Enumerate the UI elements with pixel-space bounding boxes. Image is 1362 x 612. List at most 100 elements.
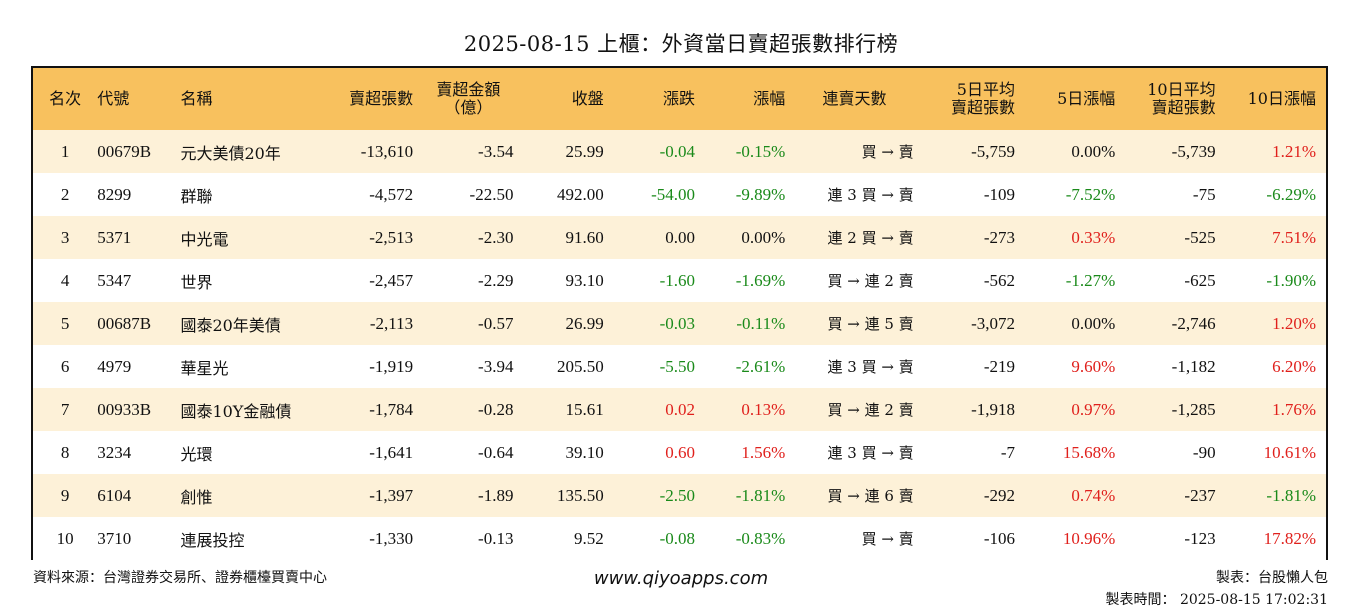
cell-avg10: -90: [1192, 442, 1216, 462]
website-link: www.qiyoapps.com: [593, 568, 769, 589]
cell-chg5: 0.74%: [1071, 485, 1116, 505]
cell-streak: 連 2 買 → 賣: [827, 229, 914, 247]
data-source: 資料來源：台灣證券交易所、證券櫃檯買賣中心: [33, 570, 327, 586]
cell-avg5: -292: [983, 485, 1015, 505]
cell-code: 3234: [97, 442, 132, 462]
cell-name: 中光電: [180, 229, 229, 249]
cell-chg10: -1.90%: [1266, 270, 1316, 290]
cell-change: 0.00: [665, 227, 696, 247]
cell-avg10: -123: [1184, 528, 1216, 548]
cell-chg5: 10.96%: [1062, 528, 1116, 548]
cell-sell-lots: -1,397: [369, 485, 414, 505]
cell-avg5: -562: [983, 270, 1015, 290]
header-change: 漲跌: [663, 89, 696, 108]
cell-change: -2.50: [659, 485, 696, 505]
cell-sell-lots: -1,784: [369, 399, 414, 419]
cell-change-pct: 0.00%: [741, 227, 786, 247]
cell-streak: 買 → 連 2 賣: [827, 272, 914, 290]
table-row: 3 5371 中光電 -2,513 -2.30 91.60 0.00 0.00% 連 2 買 →…: [33, 216, 1326, 259]
header-avg5-line1: 5日平均: [956, 80, 1015, 99]
cell-name: 連展投控: [180, 530, 245, 550]
footer-credits: 製表：台股懶人包 製表時間： 2025-08-15 17:02:31: [1106, 567, 1329, 611]
cell-change-pct: -2.61%: [735, 356, 786, 376]
header-avg5-line2: 賣超張數: [950, 98, 1015, 117]
table-row: 1 00679B 元大美債20年 -13,610 -3.54 25.99 -0.04 -0.1…: [33, 130, 1326, 173]
table-row: 8 3234 光環 -1,641 -0.64 39.10 0.60 1.56% 連 3 買 → …: [33, 431, 1326, 474]
cell-close: 91.60: [565, 227, 604, 247]
cell-avg5: -1,918: [971, 399, 1015, 419]
cell-rank: 1: [60, 141, 70, 161]
cell-avg5: -7: [1000, 442, 1015, 462]
cell-change: -0.04: [659, 141, 696, 161]
header-chg10: 10日漲幅: [1247, 89, 1316, 108]
cell-sell-amount: -1.89: [478, 485, 514, 505]
cell-avg10: -1,182: [1171, 356, 1216, 376]
cell-sell-amount: -2.29: [478, 270, 514, 290]
table-row: 7 00933B 國泰10Y金融債 -1,784 -0.28 15.61 0.02 0.13%…: [33, 388, 1326, 431]
header-avg10-line1: 10日平均: [1147, 80, 1216, 99]
cell-streak: 連 3 買 → 賣: [827, 186, 914, 204]
cell-sell-lots: -2,457: [369, 270, 414, 290]
cell-chg5: 15.68%: [1062, 442, 1116, 462]
cell-code: 5371: [97, 227, 132, 247]
cell-avg10: -525: [1184, 227, 1216, 247]
cell-sell-lots: -2,113: [369, 313, 414, 333]
cell-change-pct: 0.13%: [741, 399, 786, 419]
cell-rank: 6: [60, 356, 70, 376]
cell-chg5: 0.33%: [1071, 227, 1116, 247]
cell-close: 15.61: [565, 399, 604, 419]
cell-close: 205.50: [556, 356, 604, 376]
cell-chg5: 0.97%: [1071, 399, 1116, 419]
header-code: 代號: [97, 89, 130, 108]
cell-streak: 連 3 買 → 賣: [827, 358, 914, 376]
cell-chg10: 1.21%: [1272, 141, 1316, 161]
cell-change-pct: -0.15%: [735, 141, 786, 161]
header-rank: 名次: [49, 89, 82, 108]
cell-change: -0.03: [659, 313, 696, 333]
cell-change-pct: -1.81%: [735, 485, 786, 505]
cell-sell-amount: -0.64: [478, 442, 514, 462]
cell-chg5: -1.27%: [1065, 270, 1116, 290]
cell-sell-lots: -1,641: [369, 442, 414, 462]
header-avg10-line2: 賣超張數: [1151, 98, 1216, 117]
cell-streak: 買 → 連 6 賣: [827, 487, 914, 505]
cell-change-pct: 1.56%: [741, 442, 786, 462]
cell-sell-amount: -22.50: [469, 184, 514, 204]
made-time: 製表時間： 2025-08-15 17:02:31: [1105, 592, 1329, 608]
maker: 製表：台股懶人包: [1216, 570, 1328, 586]
cell-code: 3710: [97, 528, 132, 548]
header-sell-lots: 賣超張數: [349, 89, 414, 108]
cell-sell-lots: -2,513: [369, 227, 414, 247]
header-sell-amount-line2: （億）: [444, 98, 493, 117]
cell-chg10: 17.82%: [1263, 528, 1316, 548]
cell-chg5: -7.52%: [1065, 184, 1116, 204]
cell-code: 6104: [97, 485, 132, 505]
cell-rank: 7: [60, 399, 70, 419]
cell-sell-amount: -3.54: [478, 141, 514, 161]
cell-chg10: 7.51%: [1272, 227, 1316, 247]
cell-name: 國泰20年美債: [180, 315, 281, 335]
cell-sell-amount: -0.57: [478, 313, 514, 333]
cell-chg5: 9.60%: [1071, 356, 1116, 376]
cell-streak: 連 3 買 → 賣: [827, 444, 914, 462]
cell-rank: 5: [60, 313, 70, 333]
header-name: 名稱: [180, 89, 213, 108]
cell-close: 25.99: [565, 141, 604, 161]
cell-sell-amount: -0.28: [478, 399, 514, 419]
cell-close: 492.00: [556, 184, 604, 204]
table-row: 9 6104 創惟 -1,397 -1.89 135.50 -2.50 -1.81% 買 → 連…: [33, 474, 1326, 517]
table-row: 6 4979 華星光 -1,919 -3.94 205.50 -5.50 -2.61% 連 3 …: [33, 345, 1326, 388]
cell-change-pct: -0.83%: [735, 528, 786, 548]
cell-avg5: -273: [983, 227, 1015, 247]
cell-chg10: -1.81%: [1266, 485, 1316, 505]
cell-change: -0.08: [659, 528, 696, 548]
cell-avg10: -237: [1184, 485, 1216, 505]
cell-avg10: -2,746: [1171, 313, 1216, 333]
header-close: 收盤: [571, 89, 604, 108]
cell-streak: 買 → 賣: [861, 143, 914, 161]
cell-sell-lots: -1,330: [369, 528, 414, 548]
cell-code: 00679B: [97, 141, 152, 161]
table-row: 4 5347 世界 -2,457 -2.29 93.10 -1.60 -1.69% 買 → 連 …: [33, 259, 1326, 302]
cell-streak: 買 → 賣: [861, 530, 914, 548]
cell-close: 26.99: [565, 313, 604, 333]
